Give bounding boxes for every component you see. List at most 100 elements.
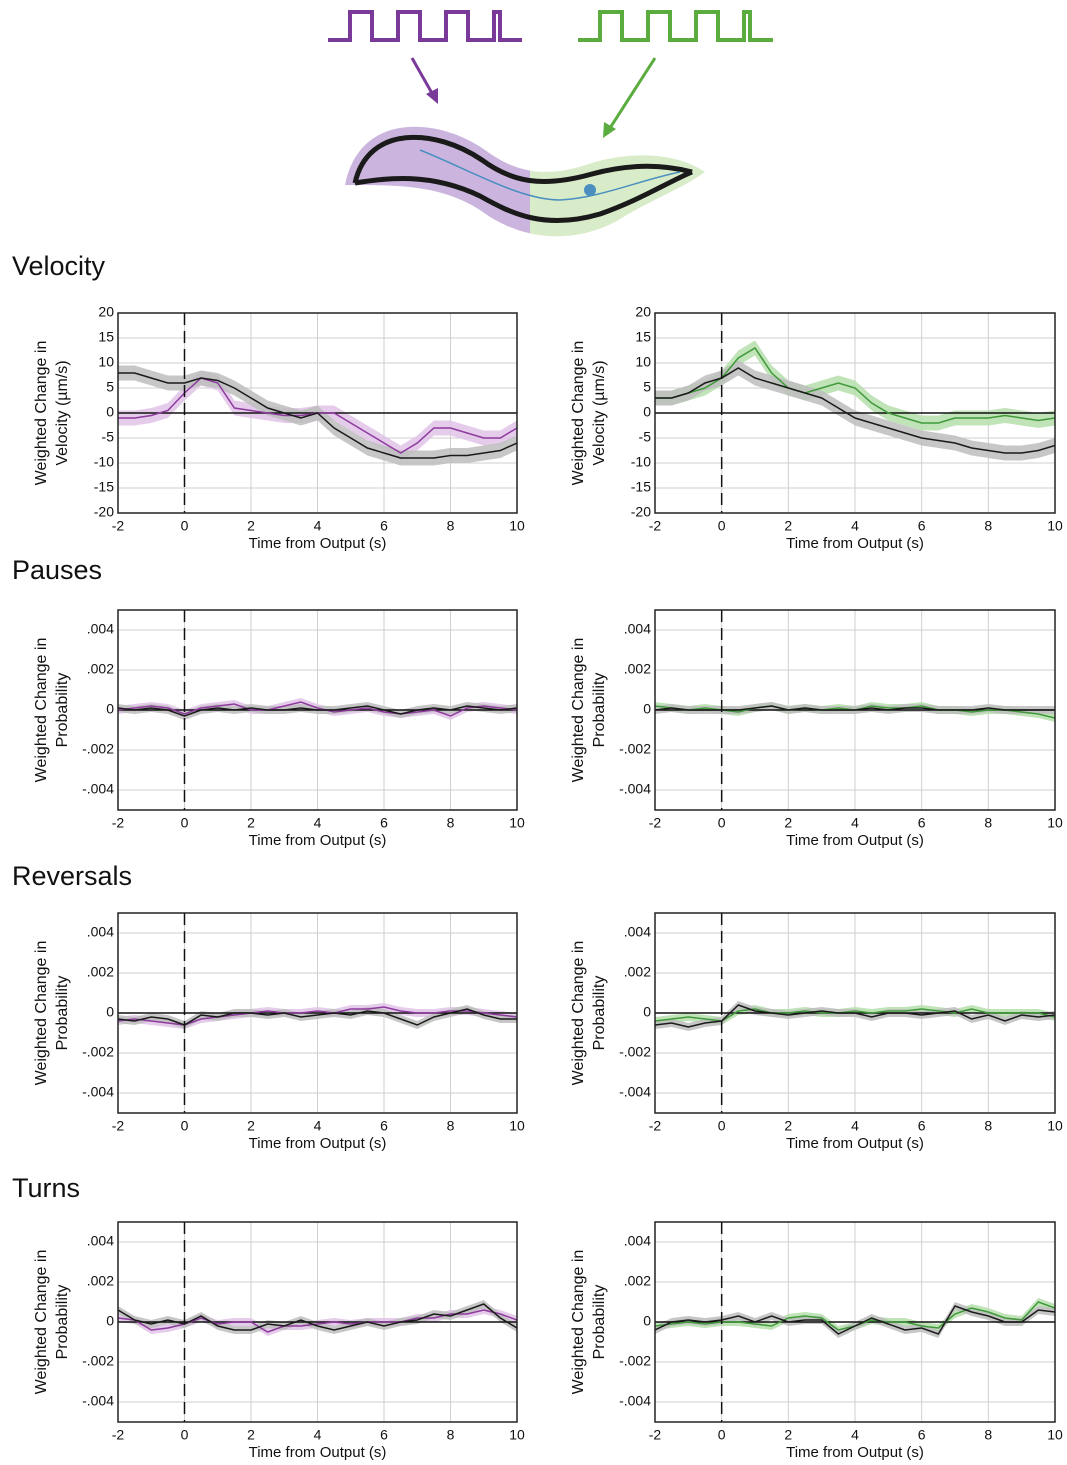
x-tick-label: 0 [718,1427,726,1443]
y-tick-label: 20 [98,304,114,320]
x-tick-label: -2 [112,518,125,534]
y-tick-label: -20 [631,504,651,520]
x-tick-label: 8 [447,1118,455,1134]
y-tick-label: .004 [87,621,114,637]
stimulus-pulse-purple [328,10,522,42]
y-tick-label: .002 [624,964,651,980]
plot-frame [654,912,1056,1114]
x-tick-label: 10 [509,1427,525,1443]
error-band [655,702,1055,714]
plot-frame [654,1221,1056,1423]
y-tick-label: 10 [98,354,114,370]
y-tick-label: -.002 [82,1044,114,1060]
y-tick-label: 15 [635,329,651,345]
y-tick-label: .004 [624,621,651,637]
y-tick-label: 0 [106,701,114,717]
x-tick-label: 2 [784,815,792,831]
y-tick-label: .004 [624,924,651,940]
y-tick-label: -.002 [82,1353,114,1369]
x-tick-label: 8 [447,815,455,831]
plot-frame [654,609,1056,811]
y-axis-label: Weighted Change in [33,341,50,486]
error-band [118,1003,517,1029]
y-tick-label: 20 [635,304,651,320]
x-tick-label: -2 [112,1118,125,1134]
x-axis-label: Time from Output (s) [249,1444,387,1461]
worm-diagram [328,10,773,237]
y-tick-label: -15 [631,479,651,495]
y-tick-label: 0 [106,404,114,420]
plot-frame [117,1221,518,1423]
chart: Turns -2 0 2 4 6 8 10 -.004 -.002 0 .002 .004 Time fr… [12,1173,525,1461]
x-tick-label: 8 [984,1427,992,1443]
x-tick-label: 4 [314,815,322,831]
error-band [655,360,1055,461]
y-tick-label: .002 [87,661,114,677]
y-tick-label: -.004 [82,1393,114,1409]
series-line [118,372,517,459]
y-axis-label: Velocity (µm/s) [591,360,608,465]
y-axis-label: Probability [54,1285,71,1360]
y-tick-label: -.002 [619,741,651,757]
chart: -2 0 2 4 6 8 10 -.004 -.002 0 .002 .004 Time from Ou… [570,609,1063,849]
error-band [655,1302,1055,1338]
x-tick-label: 0 [181,1427,189,1443]
stimulus-pulse-green [578,10,773,42]
x-tick-label: 6 [918,518,926,534]
x-tick-label: 8 [984,815,992,831]
plot-frame [654,312,1056,514]
chart: -2 0 2 4 6 8 10 -.004 -.002 0 .002 .004 Time from Ou… [570,1221,1063,1461]
error-band [118,1306,517,1336]
chart: Reversals -2 0 2 4 6 8 10 -.004 -.002 0 .002 .004 Tim… [12,861,525,1152]
arrow [608,57,657,129]
y-tick-label: 0 [643,1004,651,1020]
neuron-soma [584,184,596,196]
x-tick-label: 4 [314,1118,322,1134]
x-tick-label: 8 [984,518,992,534]
x-tick-label: 0 [181,815,189,831]
y-tick-label: -.002 [619,1353,651,1369]
y-axis-label: Weighted Change in [570,341,587,486]
y-tick-label: -5 [102,429,115,445]
y-tick-label: 5 [643,379,651,395]
x-tick-label: -2 [649,1427,662,1443]
x-tick-label: 0 [181,518,189,534]
y-tick-label: .002 [624,661,651,677]
y-axis-label: Probability [54,673,71,748]
x-tick-label: -2 [649,1118,662,1134]
x-tick-label: 10 [509,518,525,534]
x-tick-label: 6 [380,1118,388,1134]
x-tick-label: 2 [247,1427,255,1443]
x-tick-label: 4 [314,518,322,534]
series-line [118,705,517,717]
x-tick-label: 4 [314,1427,322,1443]
neuron-process [419,149,681,201]
y-tick-label: .004 [87,924,114,940]
y-tick-label: .004 [87,1233,114,1249]
section-title: Velocity [12,251,106,281]
x-tick-label: 8 [984,1118,992,1134]
y-tick-label: -15 [94,479,114,495]
x-tick-label: 6 [918,1118,926,1134]
x-tick-label: 2 [784,518,792,534]
x-tick-label: 8 [447,1427,455,1443]
x-axis-label: Time from Output (s) [786,832,924,849]
x-tick-label: -2 [649,518,662,534]
x-tick-label: 4 [851,1427,859,1443]
y-axis-label: Weighted Change in [570,638,587,783]
x-tick-label: 0 [718,1118,726,1134]
worm-tail-region [530,155,705,237]
chart: Pauses -2 0 2 4 6 8 10 -.004 -.002 0 .002 .004 Time f… [12,555,525,849]
chart: -2 0 2 4 6 8 10 -.004 -.002 0 .002 .004 Time from Ou… [570,912,1063,1152]
y-axis-label: Weighted Change in [33,638,50,783]
x-axis-label: Time from Output (s) [249,535,387,552]
y-tick-label: 0 [643,1313,651,1329]
x-tick-label: 6 [380,815,388,831]
x-tick-label: -2 [649,815,662,831]
y-tick-label: 0 [643,404,651,420]
y-tick-label: -.002 [619,1044,651,1060]
arrow [410,57,435,96]
y-tick-label: 10 [635,354,651,370]
worm-outline [352,134,693,185]
